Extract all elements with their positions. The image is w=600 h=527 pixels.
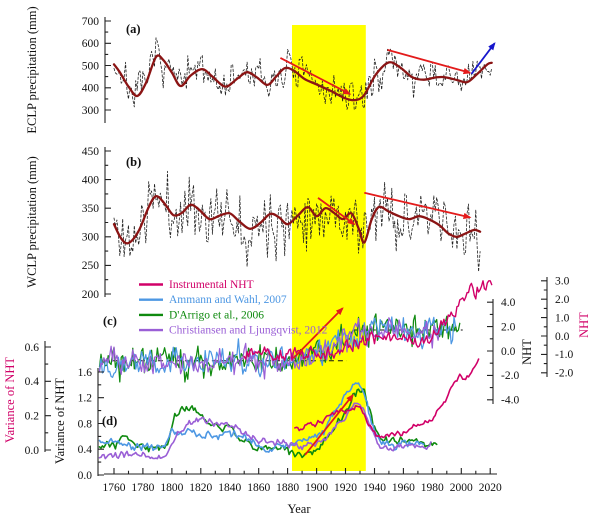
legend: Instrumental NHT Ammann and Wahl, 2007 D'A…: [139, 279, 328, 337]
y-tick-label: 2.0: [501, 321, 516, 333]
y-axis-c_inst: [541, 277, 548, 377]
y-tick-label: 300: [82, 232, 100, 244]
y-tick-label: 0.4: [25, 376, 40, 388]
series-variance-instrumental-nht: [294, 358, 480, 439]
y-tick-label: 2.0: [555, 294, 570, 306]
y-tick-label: 1.6: [78, 367, 93, 379]
y-axis-d_recon: [97, 368, 104, 476]
trend-arrow: [387, 49, 472, 75]
x-tick-label: 1920: [334, 482, 357, 494]
legend-item: Ammann and Wahl, 2007: [139, 294, 287, 306]
x-axis: [104, 468, 497, 475]
trend-arrow: [279, 57, 352, 95]
variance-recon-axis-title: Variance of NHT: [53, 378, 67, 464]
axes-layer: 300 400 500 600 700 200 250 300 350 400 450 -4.0 -2.…: [25, 16, 574, 494]
x-tick-label: 1780: [131, 482, 154, 494]
y-tick-label: 500: [82, 60, 100, 72]
nht-instrumental-axis-title: NHT: [577, 312, 591, 338]
y-tick-label: 0.0: [25, 445, 40, 457]
y-axis-b: [104, 147, 111, 297]
legend-item: Instrumental NHT: [139, 279, 254, 291]
x-tick-label: 1800: [160, 482, 183, 494]
y-axis-c_recon: [487, 299, 494, 404]
x-tick-label: 1960: [392, 482, 415, 494]
panel-a-letter: (a): [126, 22, 141, 36]
series-layer: [98, 37, 493, 460]
y-tick-label: 200: [82, 289, 100, 301]
legend-label: D'Arrigo et al., 2006: [169, 309, 264, 321]
y-tick-label: -1.0: [555, 349, 573, 361]
x-axis-title: Year: [287, 502, 311, 516]
trend-arrow: [304, 393, 354, 456]
x-tick-label: 1760: [103, 482, 126, 494]
x-tick-label: 1940: [363, 482, 386, 494]
y-tick-label: 3.0: [555, 276, 570, 288]
x-tick-label: 2020: [479, 482, 502, 494]
y-tick-label: -2.0: [555, 368, 573, 380]
trend-arrow: [292, 307, 344, 359]
panel-b-letter: (b): [126, 155, 141, 169]
series-eclp-smoothed: [112, 54, 493, 102]
static-labels: (a) (b) (c) (d) ECLP precipitation (mm) …: [3, 6, 591, 516]
y-axis-a: [104, 17, 111, 123]
y-tick-label: 400: [82, 83, 100, 95]
variance-instrumental-axis-title: Variance of NHT: [3, 357, 17, 443]
y-tick-label: 0.8: [78, 418, 93, 430]
y-tick-label: 4.0: [501, 297, 516, 309]
legend-item: Christiansen and Ljungqvist, 2012: [139, 325, 328, 337]
legend-item: D'Arrigo et al., 2006: [139, 309, 264, 321]
y-tick-label: 1.2: [78, 393, 93, 405]
y-tick-label: -4.0: [501, 395, 519, 407]
x-tick-label: 1860: [247, 482, 270, 494]
y-axis-d_inst: [44, 341, 51, 452]
x-tick-label: 1880: [276, 482, 299, 494]
y-tick-label: 0.6: [25, 342, 40, 354]
y-tick-label: 300: [82, 105, 100, 117]
y-tick-label: 350: [82, 203, 100, 215]
trend-arrow: [470, 42, 496, 75]
x-tick-label: 2000: [450, 482, 473, 494]
y-tick-label: 0.4: [78, 444, 93, 456]
eclp-y-axis-title: ECLP precipitation (mm): [25, 6, 39, 133]
x-tick-label: 1900: [305, 482, 328, 494]
y-tick-label: 0.2: [25, 411, 40, 423]
series-instrumental-nht: [243, 280, 493, 362]
y-tick-label: 0.0: [78, 470, 93, 482]
x-tick-label: 1980: [421, 482, 444, 494]
y-tick-label: -2.0: [501, 370, 519, 382]
y-tick-label: 1.0: [555, 312, 570, 324]
y-tick-label: 0.0: [501, 346, 516, 358]
series-eclp-annual: [113, 37, 493, 110]
series-variance-ammann-and-wahl-2007: [98, 382, 425, 453]
y-tick-label: 450: [82, 146, 100, 158]
legend-label: Christiansen and Ljungqvist, 2012: [169, 325, 328, 337]
y-tick-label: 250: [82, 260, 100, 272]
nht-recon-axis-title: NHT: [520, 339, 534, 365]
panel-d-letter: (d): [102, 414, 117, 428]
x-tick-label: 1820: [189, 482, 212, 494]
trend-arrow: [317, 197, 356, 226]
x-tick-label: 1840: [218, 482, 241, 494]
y-tick-label: 700: [82, 16, 100, 28]
y-tick-label: 600: [82, 38, 100, 50]
y-tick-label: 400: [82, 174, 100, 186]
trend-arrow: [364, 191, 472, 220]
wclp-y-axis-title: WCLP precipitation (mm): [25, 156, 39, 287]
legend-label: Instrumental NHT: [169, 279, 254, 291]
legend-label: Ammann and Wahl, 2007: [169, 294, 287, 306]
series-wclp-smoothed: [112, 195, 482, 245]
trend-arrows-layer: [279, 42, 496, 456]
series-variance-christiansen-and-ljungqvist-2012: [98, 402, 432, 460]
y-tick-label: 0.0: [555, 331, 570, 343]
panel-c-letter: (c): [103, 314, 117, 328]
